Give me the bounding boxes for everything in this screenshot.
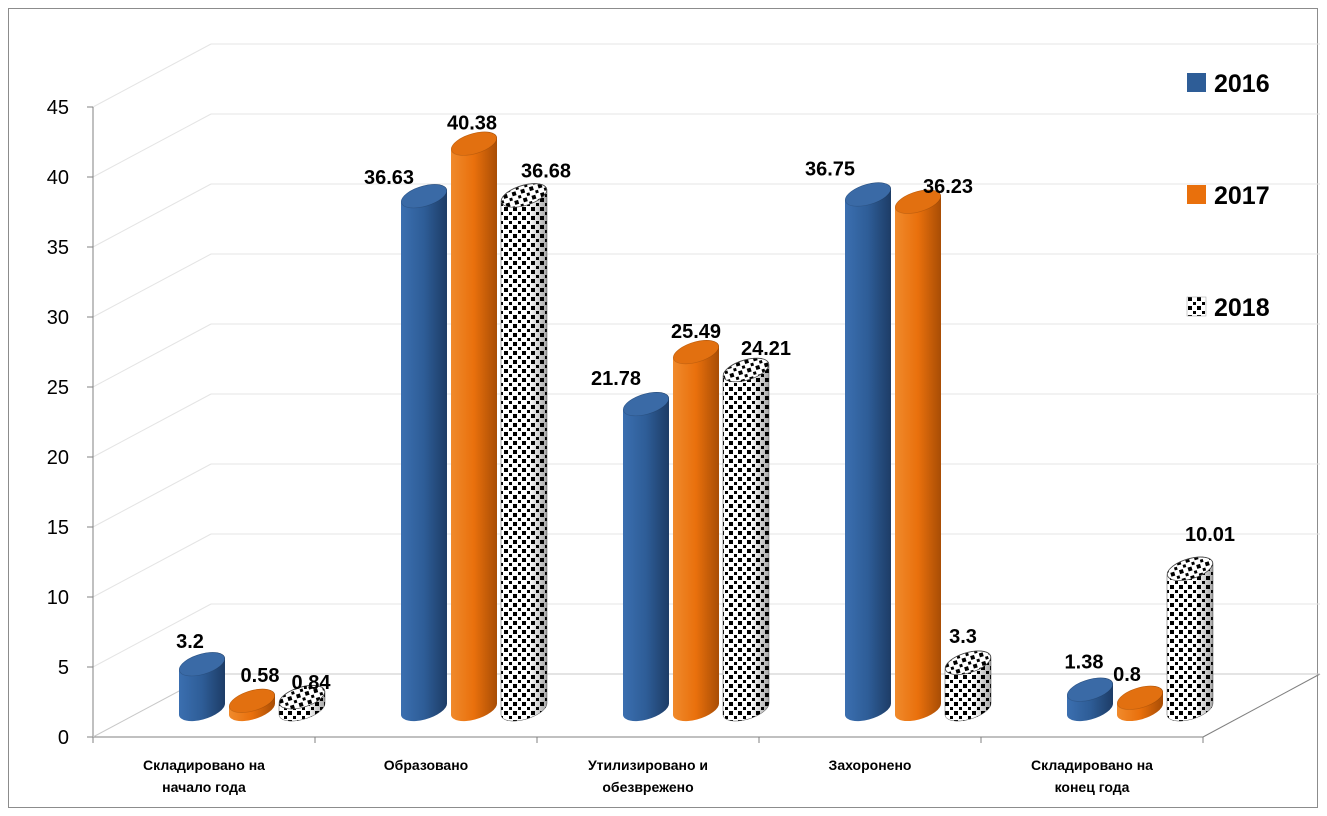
data-label: 1.38: [1065, 652, 1104, 674]
bar-top-cap: [278, 685, 326, 710]
y-tick-label: 10: [47, 587, 69, 609]
bar-top-cap: [722, 357, 770, 383]
legend-label: 2016: [1214, 70, 1270, 98]
bar-body: [894, 189, 942, 722]
bar-top-cap: [894, 189, 942, 214]
data-label: 3.2: [176, 631, 204, 653]
data-label: 36.75: [805, 159, 855, 181]
gridline-diagonal: [92, 393, 212, 458]
data-label: 3.3: [949, 626, 977, 648]
bar-2016-0: [178, 652, 226, 722]
bar-top-cap: [1116, 685, 1164, 710]
y-tick-label: 40: [47, 167, 69, 189]
gridline-diagonal: [92, 533, 212, 598]
bar-2016-1: [400, 184, 448, 722]
bar-top-cap: [1166, 556, 1214, 581]
y-tick-label: 35: [47, 237, 69, 259]
data-label: 40.38: [447, 113, 497, 135]
bar-2017-2: [672, 340, 720, 722]
x-tick-label-line: начало года: [162, 779, 246, 795]
gridline-diagonal: [92, 323, 212, 388]
bar-2018-3: [944, 650, 992, 722]
data-label: 10.01: [1185, 524, 1235, 546]
bar-2017-0: [228, 688, 276, 722]
legend-swatch: [1186, 296, 1207, 317]
x-tick-label: Складировано на начало года: [143, 757, 265, 795]
y-tick-label: 20: [47, 447, 69, 469]
data-label: 36.23: [923, 176, 973, 198]
bar-top-cap: [1066, 677, 1114, 702]
x-tick-label-line: конец года: [1055, 779, 1130, 795]
bar-2018-0: [278, 684, 326, 722]
data-label: 0.58: [241, 665, 280, 687]
bar-2018-1: [500, 183, 548, 722]
bar-body: [844, 182, 892, 722]
x-tick-label-line: обезврежено: [602, 779, 693, 795]
bar-shade: [500, 183, 548, 722]
bar-top-cap: [450, 131, 498, 156]
y-tick-label: 25: [47, 377, 69, 399]
bar-shade: [1166, 556, 1214, 722]
data-label: 24.21: [741, 338, 791, 360]
data-label: 25.49: [671, 321, 721, 343]
data-label: 36.68: [521, 160, 571, 182]
gridline-diagonal: [92, 253, 212, 318]
bar-top-cap: [228, 688, 276, 713]
x-tick-label-line: Захоронено: [829, 757, 912, 773]
data-label: 21.78: [591, 368, 641, 390]
gridline-diagonal: [92, 183, 212, 248]
y-tick-label: 30: [47, 307, 69, 329]
x-tick-label-line: Утилизировано и: [588, 757, 708, 773]
bar-body: [400, 184, 448, 722]
x-tick-label: Складировано на конец года: [1031, 757, 1153, 795]
data-label: 36.63: [364, 167, 414, 189]
gridline-diagonal: [92, 603, 212, 668]
bar-2018-4: [1166, 556, 1214, 722]
y-tick-label: 15: [47, 517, 69, 539]
y-tick-label: 5: [58, 657, 69, 679]
bar-body: [622, 392, 670, 722]
x-tick-label: Захоронено: [829, 757, 912, 773]
bar-2018-2: [722, 357, 770, 722]
bar-top-cap: [672, 340, 720, 365]
y-tick-label: 45: [47, 97, 69, 119]
bar-2017-4: [1116, 685, 1164, 722]
gridline-diagonal: [92, 43, 212, 108]
x-tick-label: Образовано: [384, 757, 468, 773]
bar-top-cap: [844, 182, 892, 207]
bar-shade: [722, 357, 770, 722]
bar-body: [450, 131, 498, 722]
bar-2016-3: [844, 182, 892, 722]
legend-swatch: [1187, 185, 1206, 204]
bar-2016-2: [622, 391, 670, 722]
x-tick-label-line: Складировано на: [143, 757, 265, 773]
floor-right-edge: [1202, 673, 1321, 738]
x-tick-label-line: Образовано: [384, 757, 468, 773]
bar-top-cap: [500, 183, 548, 208]
gridline-diagonal: [92, 463, 212, 528]
bar-top-cap: [622, 391, 670, 417]
gridline-diagonal: [92, 113, 212, 178]
x-tick-label: Утилизировано и обезврежено: [588, 757, 708, 795]
data-label: 0.84: [292, 672, 332, 694]
bar-body: [672, 340, 720, 722]
legend-label: 2018: [1214, 294, 1270, 322]
legend-label: 2017: [1214, 182, 1270, 210]
bar-top-cap: [178, 652, 226, 677]
bar-2016-4: [1066, 677, 1114, 722]
y-tick-label: 0: [58, 727, 69, 749]
legend-swatch: [1187, 73, 1206, 92]
bar-2017-3: [894, 189, 942, 722]
data-label: 0.8: [1113, 664, 1141, 686]
x-tick-label-line: Складировано на: [1031, 757, 1153, 773]
bar-2017-1: [450, 131, 498, 722]
bar-top-cap: [944, 650, 992, 675]
bar-top-cap: [400, 184, 448, 209]
